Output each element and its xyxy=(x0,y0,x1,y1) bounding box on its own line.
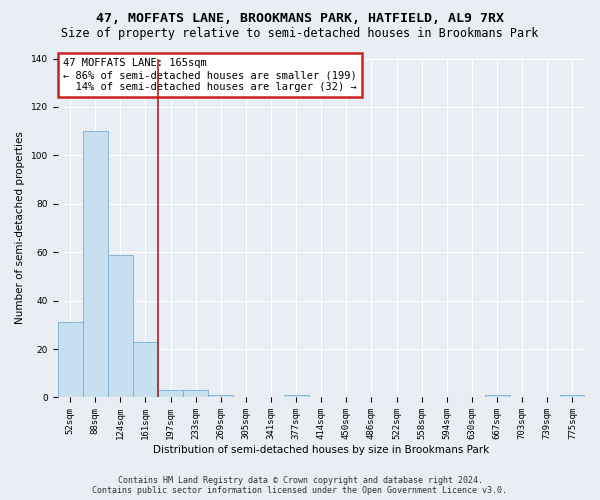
Bar xyxy=(183,390,208,398)
Bar xyxy=(560,395,585,398)
Bar xyxy=(284,395,309,398)
Text: 47, MOFFATS LANE, BROOKMANS PARK, HATFIELD, AL9 7RX: 47, MOFFATS LANE, BROOKMANS PARK, HATFIE… xyxy=(96,12,504,26)
Bar xyxy=(133,342,158,398)
X-axis label: Distribution of semi-detached houses by size in Brookmans Park: Distribution of semi-detached houses by … xyxy=(153,445,490,455)
Text: Contains HM Land Registry data © Crown copyright and database right 2024.
Contai: Contains HM Land Registry data © Crown c… xyxy=(92,476,508,495)
Y-axis label: Number of semi-detached properties: Number of semi-detached properties xyxy=(15,132,25,324)
Text: 47 MOFFATS LANE: 165sqm
← 86% of semi-detached houses are smaller (199)
  14% of: 47 MOFFATS LANE: 165sqm ← 86% of semi-de… xyxy=(63,58,356,92)
Bar xyxy=(83,131,108,398)
Bar xyxy=(108,254,133,398)
Bar xyxy=(158,390,183,398)
Bar xyxy=(208,395,233,398)
Text: Size of property relative to semi-detached houses in Brookmans Park: Size of property relative to semi-detach… xyxy=(61,28,539,40)
Bar xyxy=(58,322,83,398)
Bar xyxy=(485,395,509,398)
